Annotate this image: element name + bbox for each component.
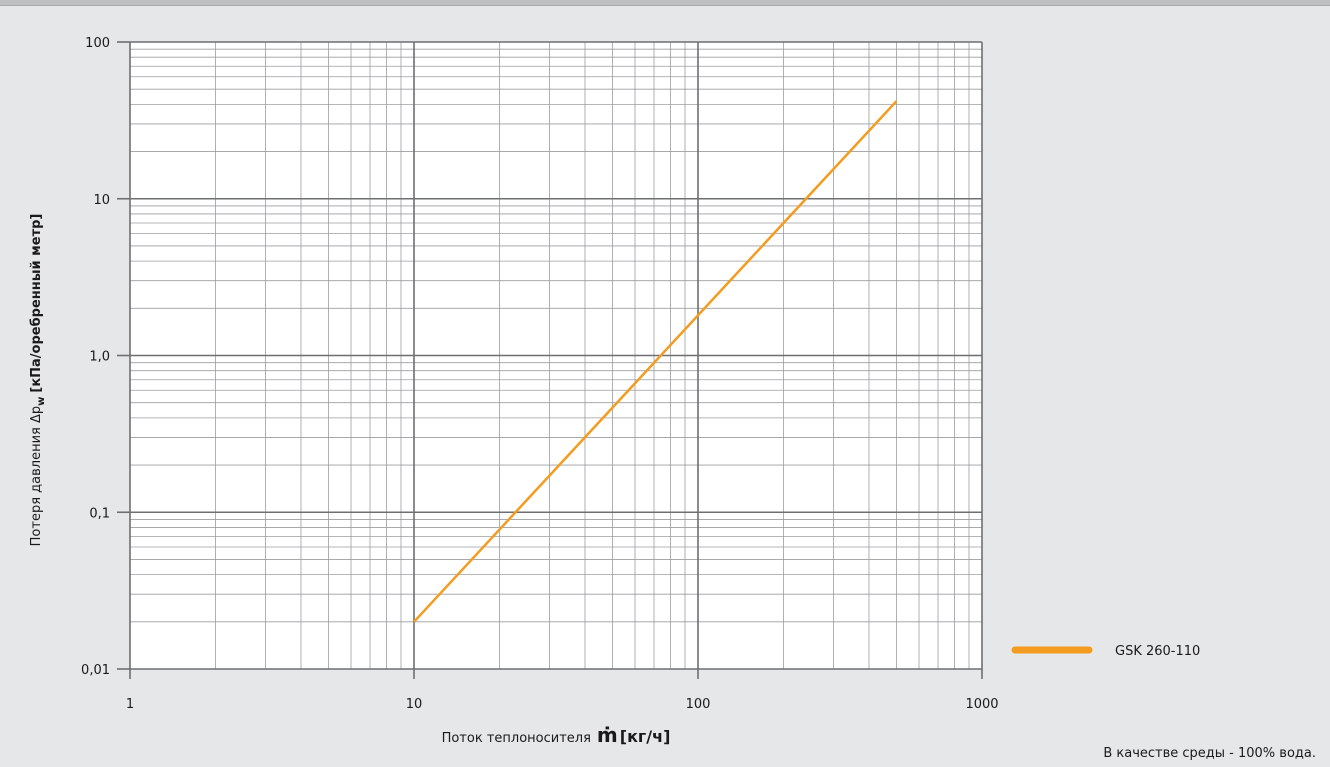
x-tick-label: 10: [406, 697, 423, 712]
legend-label-gsk-260-110: GSK 260-110: [1115, 644, 1200, 659]
x-axis-title: Поток теплоносителя ṁ [кг/ч]: [442, 723, 671, 747]
legend: GSK 260-110: [1015, 644, 1200, 659]
y-tick-label: 1,0: [89, 350, 110, 365]
x-tick-label: 1000: [965, 697, 998, 712]
y-axis-title-unit: [кПа/оребренный метр]: [29, 214, 44, 393]
x-axis-title-symbol: ṁ: [597, 723, 618, 747]
footnote-medium: В качестве среды - 100% вода.: [1103, 746, 1316, 761]
y-tick-label: 0,1: [89, 506, 110, 521]
x-tick-label: 100: [686, 697, 711, 712]
y-tick-label: 10: [93, 193, 110, 208]
y-axis-title: Потеря давления Δpw [кПа/оребренный метр]: [29, 214, 47, 547]
y-axis-title-prefix: Потеря давления Δp: [29, 406, 44, 546]
x-tick-label: 1: [126, 697, 134, 712]
x-axis-title-unit: [кг/ч]: [620, 727, 671, 746]
y-tick-label: 0,01: [81, 663, 110, 678]
x-axis-title-text: Поток теплоносителя: [442, 731, 591, 746]
y-tick-label: 100: [85, 36, 110, 51]
y-axis-title-sub: w: [36, 397, 47, 406]
